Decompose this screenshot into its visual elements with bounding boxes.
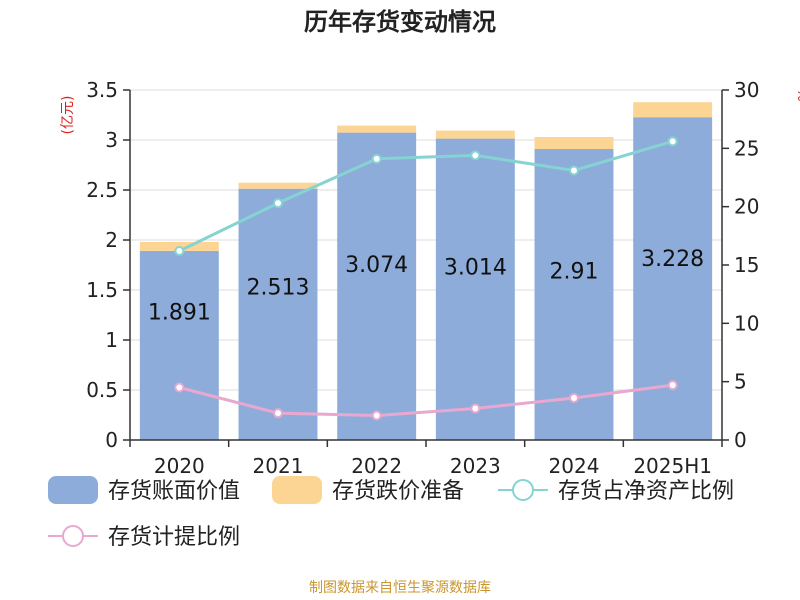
left-axis-tick-label: 3.5 — [86, 78, 118, 102]
bar-value-label: 3.228 — [641, 247, 704, 272]
legend-item: 存货账面价值 — [48, 476, 240, 504]
legend-item: 存货占净资产比例 — [498, 479, 734, 504]
left-axis-tick-label: 1.5 — [86, 278, 118, 302]
line-inventory-to-net-assets-point — [667, 136, 678, 147]
right-axis-tick-label: 0 — [734, 428, 747, 452]
source-footer: 制图数据来自恒生聚源数据库 — [309, 580, 491, 596]
left-axis-tick-label: 3 — [105, 128, 118, 152]
bar-inventory-book-value — [534, 149, 614, 440]
x-axis-tick-label: 2024 — [549, 454, 600, 478]
line-impairment-ratio-point — [174, 382, 185, 393]
line-inventory-to-net-assets-point — [273, 198, 283, 209]
chart-title: 历年存货变动情况 — [304, 8, 496, 36]
left-axis-tick-label: 2.5 — [86, 178, 118, 202]
bar-inventory-book-value — [139, 250, 219, 440]
bar-inventory-book-value — [633, 117, 713, 440]
right-axis-unit-label: % — [794, 88, 800, 101]
bar-value-labels: 1.891 2.513 3.074 3.014 2.91 3.228 — [148, 247, 704, 325]
legend-item: 存货跌价准备 — [272, 476, 464, 504]
line-impairment-ratio-point — [470, 403, 481, 414]
legend-label: 存货计提比例 — [108, 525, 240, 550]
axes: 0 0.5 1 1.5 2 2.5 3 3.5 0 5 10 15 20 25 30 2020 2021 2022… — [86, 78, 759, 478]
left-axis-tick-label: 0.5 — [86, 378, 118, 402]
bar-value-label: 3.014 — [444, 255, 507, 280]
bar-inventory-impairment — [534, 137, 614, 149]
bar-value-label: 3.074 — [345, 253, 408, 278]
gridlines — [130, 89, 722, 441]
x-axis-tick-label: 2023 — [450, 454, 501, 478]
legend-marker-swatch — [62, 525, 84, 547]
bar-inventory-impairment — [435, 130, 515, 139]
bar-value-label: 2.91 — [550, 260, 599, 285]
right-axis-tick-label: 20 — [734, 195, 759, 219]
bar-inventory-impairment — [633, 102, 713, 118]
line-inventory-to-net-assets-point — [569, 165, 579, 176]
line-inventory-to-net-assets-point — [174, 246, 185, 256]
right-axis-tick-label: 10 — [734, 311, 759, 335]
x-axis-tick-label: 2021 — [253, 454, 304, 478]
right-axis-tick-label: 25 — [734, 136, 759, 160]
line-impairment-ratio-point — [371, 410, 382, 421]
legend-label: 存货跌价准备 — [332, 479, 464, 504]
left-axis-tick-label: 2 — [105, 228, 118, 252]
bar-value-label: 1.891 — [148, 300, 211, 325]
legend-bar-swatch — [48, 476, 98, 504]
bar-inventory-book-value — [435, 138, 515, 440]
right-axis-tick-label: 30 — [734, 78, 759, 102]
line-inventory-to-net-assets-point — [371, 153, 382, 164]
right-axis-tick-label: 15 — [734, 253, 759, 277]
bar-inventory-impairment — [238, 182, 318, 189]
line-impairment-ratio — [178, 383, 673, 418]
legend-label: 存货占净资产比例 — [558, 479, 734, 504]
line-inventory-to-net-assets-point — [470, 150, 481, 161]
left-axis-unit-label: (亿元) — [60, 96, 76, 135]
legend-marker-swatch — [512, 479, 534, 501]
legend-label: 存货账面价值 — [108, 479, 240, 504]
line-impairment-ratio-point — [667, 380, 678, 391]
x-axis-tick-label: 2025H1 — [633, 454, 712, 478]
line-inventory-to-net-assets — [178, 139, 674, 253]
bar-inventory-book-value — [238, 188, 318, 440]
bar-value-label: 2.513 — [247, 275, 310, 300]
x-axis-tick-label: 2022 — [351, 454, 402, 478]
legend-item: 存货计提比例 — [48, 525, 240, 550]
series-lines — [174, 136, 678, 421]
legend-bar-swatch — [272, 476, 322, 504]
line-impairment-ratio-point — [569, 393, 579, 403]
left-axis-tick-label: 0 — [105, 428, 118, 452]
bar-inventory-impairment — [337, 125, 417, 133]
bars — [139, 102, 713, 440]
line-impairment-ratio-point — [273, 408, 283, 419]
x-axis-tick-label: 2020 — [154, 454, 205, 478]
bar-inventory-book-value — [337, 132, 417, 440]
left-axis-tick-label: 1 — [105, 328, 118, 352]
right-axis-tick-label: 5 — [734, 370, 747, 394]
